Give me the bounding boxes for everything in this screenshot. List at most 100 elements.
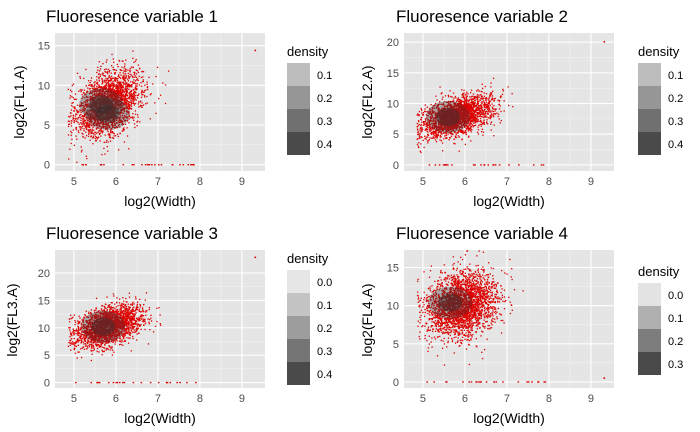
scatter-point — [478, 120, 480, 122]
scatter-point — [123, 108, 125, 110]
scatter-point — [494, 164, 497, 166]
scatter-point — [434, 111, 436, 113]
scatter-point — [105, 100, 107, 102]
scatter-point — [125, 91, 128, 93]
scatter-point — [71, 132, 73, 134]
scatter-point — [129, 91, 131, 94]
scatter-point — [127, 111, 129, 114]
scatter-point — [141, 91, 143, 93]
scatter-point — [434, 164, 437, 166]
scatter-point — [436, 137, 438, 139]
scatter-point — [467, 128, 470, 130]
scatter-point — [103, 97, 105, 99]
scatter-point — [88, 123, 91, 125]
scatter-point — [476, 94, 479, 96]
scatter-point — [473, 103, 476, 105]
scatter-point — [481, 87, 484, 90]
scatter-point — [128, 111, 130, 113]
scatter-point — [112, 103, 115, 105]
scatter-point — [420, 143, 422, 145]
scatter-point — [122, 86, 124, 89]
scatter-point — [88, 84, 91, 86]
scatter-point — [120, 102, 122, 104]
scatter-point — [473, 99, 476, 102]
scatter-point — [470, 131, 472, 133]
scatter-point — [471, 119, 473, 122]
scatter-point — [102, 89, 104, 92]
scatter-point — [113, 83, 115, 85]
scatter-point — [83, 124, 85, 126]
scatter-point — [94, 81, 96, 83]
scatter-point — [469, 129, 472, 131]
scatter-point — [109, 116, 111, 118]
scatter-point — [146, 164, 149, 166]
scatter-point — [476, 113, 479, 116]
scatter-point — [118, 99, 120, 101]
scatter-point — [469, 120, 471, 123]
scatter-point — [466, 104, 468, 107]
scatter-point — [417, 124, 419, 127]
scatter-point — [126, 106, 128, 108]
scatter-point — [190, 164, 192, 166]
scatter-point — [490, 92, 492, 94]
scatter-point — [115, 115, 117, 117]
scatter-point — [96, 88, 99, 90]
scatter-point — [86, 118, 88, 120]
scatter-point — [109, 134, 111, 136]
scatter-point — [72, 129, 74, 131]
scatter-point — [107, 92, 109, 94]
scatter-point — [101, 101, 103, 104]
scatter-point — [121, 95, 123, 97]
scatter-point — [113, 117, 115, 120]
scatter-point — [483, 110, 485, 112]
scatter-point — [132, 89, 134, 91]
scatter-point — [465, 98, 468, 100]
scatter-point — [110, 100, 112, 102]
scatter-point — [98, 99, 101, 102]
scatter-point — [101, 122, 103, 124]
scatter-point — [124, 101, 127, 103]
scatter-point — [124, 81, 126, 83]
scatter-point — [182, 164, 185, 166]
scatter-point — [122, 91, 125, 93]
scatter-point — [74, 93, 77, 95]
scatter-point — [96, 94, 98, 97]
scatter-point — [103, 99, 105, 101]
scatter-point — [458, 150, 460, 152]
scatter-point — [532, 164, 535, 166]
scatter-point — [82, 115, 85, 117]
scatter-point — [429, 130, 431, 133]
scatter-point — [103, 118, 105, 121]
scatter-point — [121, 124, 123, 126]
scatter-point — [77, 117, 79, 119]
scatter-point — [109, 107, 111, 110]
scatter-point — [111, 90, 114, 92]
scatter-point — [424, 129, 426, 131]
scatter-point — [93, 105, 95, 107]
scatter-point — [110, 110, 112, 112]
scatter-point — [475, 117, 477, 119]
scatter-point — [494, 108, 496, 110]
scatter-point — [133, 94, 135, 96]
scatter-point — [468, 99, 471, 101]
scatter-point — [470, 140, 472, 142]
scatter-point — [107, 122, 109, 125]
scatter-point — [133, 95, 135, 98]
scatter-point — [97, 86, 99, 88]
scatter-point — [109, 80, 112, 82]
scatter-point — [110, 99, 112, 101]
scatter-point — [436, 128, 438, 131]
scatter-point — [112, 105, 114, 108]
scatter-point — [99, 99, 102, 102]
scatter-point — [123, 91, 126, 93]
scatter-point — [81, 122, 83, 124]
scatter-point — [93, 114, 95, 116]
scatter-point — [482, 100, 485, 102]
scatter-point — [134, 110, 137, 112]
scatter-point — [125, 110, 128, 112]
scatter-point — [474, 164, 476, 166]
legend-label: 0.2 — [317, 93, 332, 105]
scatter-point — [104, 110, 106, 113]
scatter-point — [131, 75, 134, 77]
